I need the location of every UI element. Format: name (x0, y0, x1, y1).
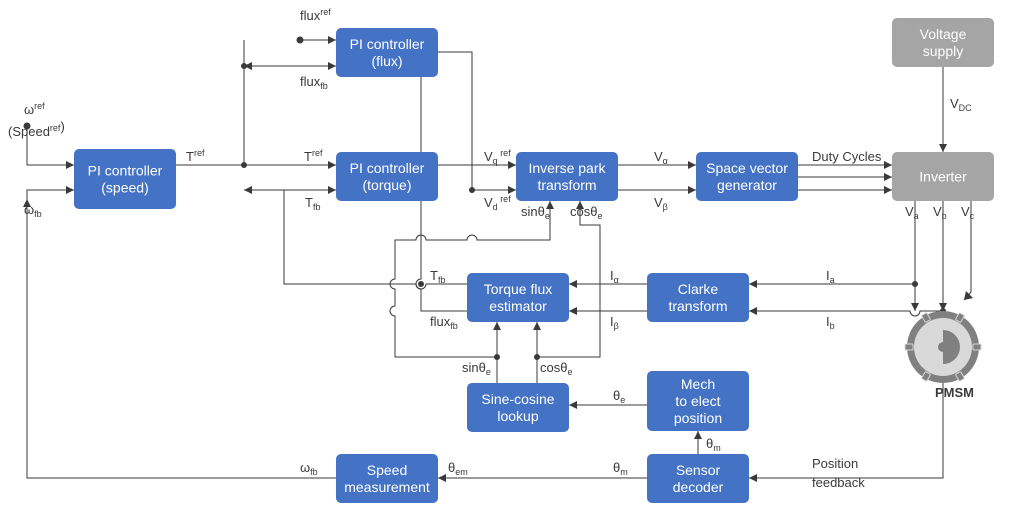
block-label: Space vector (706, 160, 788, 176)
block-label: transform (537, 177, 596, 193)
block-label: Inverse park (528, 160, 606, 176)
block-sine_cos: Sine-cosinelookup (467, 383, 569, 432)
block-label: generator (717, 177, 777, 193)
block-label: PI controller (88, 163, 163, 179)
label-pos_fb2: feedback (812, 475, 865, 490)
label-pos_fb1: Position (812, 456, 858, 471)
block-label: PI controller (350, 36, 425, 52)
block-label: to elect (675, 393, 720, 409)
block-pi_speed: PI controller(speed) (74, 149, 176, 209)
control-diagram: PI controller(speed)PI controller(flux)P… (0, 0, 1016, 529)
block-label: Speed (367, 462, 407, 478)
block-volt_supply: Voltagesupply (892, 18, 994, 67)
block-sensor_dec: Sensordecoder (647, 454, 749, 503)
block-clarke: Clarketransform (647, 273, 749, 322)
block-inverter: Inverter (892, 152, 994, 201)
block-label: position (674, 410, 722, 426)
block-label: (flux) (371, 53, 402, 69)
block-label: Voltage (920, 26, 967, 42)
svg-text:PMSM: PMSM (935, 385, 974, 400)
block-label: measurement (344, 479, 430, 495)
block-label: Inverter (919, 169, 967, 185)
block-label: estimator (489, 298, 547, 314)
block-inv_park: Inverse parktransform (516, 152, 618, 201)
block-label: PI controller (350, 160, 425, 176)
block-label: Mech (681, 376, 715, 392)
block-label: (torque) (362, 177, 411, 193)
block-label: (speed) (101, 180, 148, 196)
block-label: Sine-cosine (481, 391, 554, 407)
block-pi_flux: PI controller(flux) (336, 28, 438, 77)
block-label: transform (668, 298, 727, 314)
block-pi_torque: PI controller(torque) (336, 152, 438, 201)
block-label: Sensor (676, 462, 721, 478)
block-mech_elect: Mechto electposition (647, 371, 749, 431)
block-label: lookup (497, 408, 538, 424)
block-label: Torque flux (484, 281, 552, 297)
block-torque_est: Torque fluxestimator (467, 273, 569, 322)
block-speed_meas: Speedmeasurement (336, 454, 438, 503)
block-label: Clarke (678, 281, 719, 297)
block-svg_gen: Space vectorgenerator (696, 152, 798, 201)
block-label: supply (923, 43, 963, 59)
block-label: decoder (673, 479, 724, 495)
label-duty: Duty Cycles (812, 149, 882, 164)
